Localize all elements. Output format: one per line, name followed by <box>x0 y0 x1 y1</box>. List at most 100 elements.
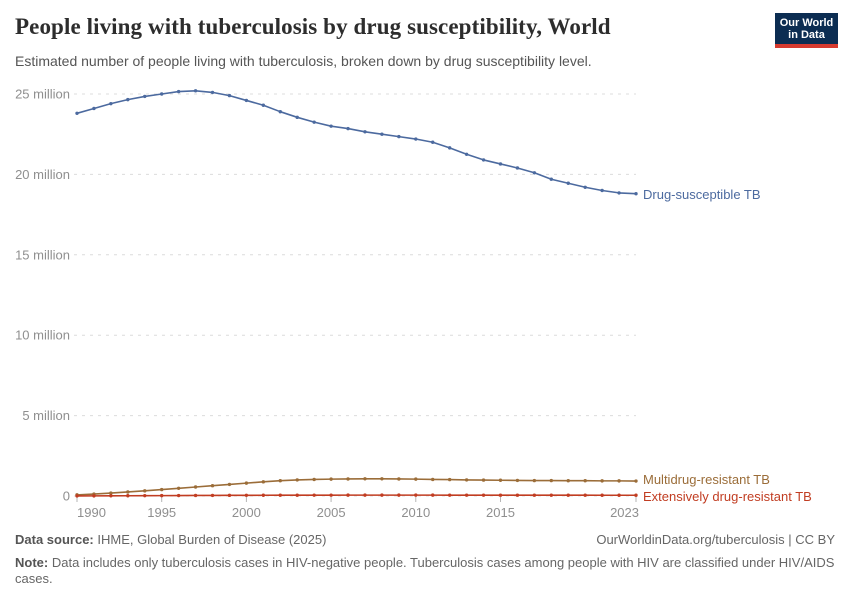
note-label: Note: <box>15 555 49 570</box>
line-chart-canvas: 0 5 million 10 million 15 million 20 million… <box>15 87 639 521</box>
owid-logo-line2: in Data <box>788 29 825 41</box>
data-point <box>600 188 604 193</box>
data-point <box>159 493 164 498</box>
data-point <box>329 124 333 128</box>
data-point <box>92 106 96 111</box>
x-axis-tick-label: 1990 <box>77 505 106 520</box>
data-point <box>532 493 537 497</box>
y-axis-tick-label: 20 million <box>15 167 70 182</box>
data-point <box>312 477 316 482</box>
x-axis-tick-label: 2000 <box>232 505 261 520</box>
data-point <box>295 493 299 497</box>
data-point <box>159 487 164 492</box>
owid-logo-line1: Our World <box>779 17 834 29</box>
series-label-drug-susceptible-tb[interactable]: Drug-susceptible TB <box>643 187 761 202</box>
y-axis-tick-label: 0 <box>63 489 70 504</box>
data-point <box>261 103 266 107</box>
data-point <box>346 493 350 497</box>
data-source-value: IHME, Global Burden of Disease (2025) <box>97 532 327 547</box>
data-point <box>176 89 181 94</box>
data-point <box>278 109 282 114</box>
note-text: Data includes only tuberculosis cases in… <box>15 555 835 586</box>
data-point <box>566 493 570 497</box>
data-point <box>447 146 452 150</box>
data-point <box>126 490 130 494</box>
x-axis-tick-label: 1995 <box>147 505 176 520</box>
x-axis-tick-label: 2023 <box>610 505 639 520</box>
y-axis-tick-label: 5 million <box>22 408 70 423</box>
data-point <box>566 181 570 185</box>
data-point <box>126 494 130 498</box>
data-point <box>617 191 621 195</box>
owid-logo[interactable]: Our World in Data <box>775 13 838 48</box>
data-point <box>329 493 333 497</box>
data-point <box>498 493 503 497</box>
data-point <box>109 494 113 498</box>
data-point <box>278 479 282 483</box>
data-point <box>109 101 113 106</box>
data-point <box>583 493 587 497</box>
series-label-multidrug-resistant-tb[interactable]: Multidrug-resistant TB <box>643 472 770 487</box>
data-point <box>92 494 96 498</box>
data-point <box>414 493 418 497</box>
data-point <box>515 478 520 483</box>
series-line <box>76 89 637 195</box>
data-point <box>312 120 316 124</box>
data-point <box>261 493 266 497</box>
data-point <box>143 489 147 493</box>
series-line <box>76 477 637 496</box>
data-point <box>126 97 130 102</box>
data-point <box>600 479 604 483</box>
data-point <box>464 478 469 482</box>
data-point <box>75 111 79 115</box>
data-point <box>397 477 401 481</box>
data-point <box>363 130 367 134</box>
data-point <box>583 185 587 189</box>
data-point <box>498 478 503 482</box>
data-point <box>346 477 350 481</box>
data-point <box>380 132 384 136</box>
data-point <box>227 482 232 487</box>
data-point <box>295 478 299 482</box>
data-point <box>261 480 266 484</box>
y-axis-tick-label: 15 million <box>15 247 70 262</box>
data-point <box>176 486 181 490</box>
data-point <box>193 89 198 93</box>
data-source: Data source: IHME, Global Burden of Dise… <box>15 532 326 547</box>
data-point <box>278 493 282 497</box>
data-point <box>634 191 638 196</box>
data-point <box>634 493 638 497</box>
data-point <box>481 493 486 497</box>
data-point <box>295 115 299 120</box>
data-point <box>312 493 316 497</box>
data-point <box>549 478 554 483</box>
y-axis-tick-label: 10 million <box>15 328 70 343</box>
data-point <box>447 477 452 482</box>
data-point <box>532 171 537 175</box>
data-point <box>566 479 570 483</box>
data-point <box>397 134 401 139</box>
y-axis-tick-label: 25 million <box>15 87 70 102</box>
data-point <box>380 477 384 481</box>
attribution-link[interactable]: OurWorldinData.org/tuberculosis | CC BY <box>596 532 835 547</box>
data-point <box>193 485 198 489</box>
data-point <box>634 479 638 483</box>
data-point <box>75 494 79 498</box>
footer-note: Note: Data includes only tuberculosis ca… <box>15 555 837 586</box>
data-point <box>143 94 147 99</box>
data-point <box>143 493 147 498</box>
data-point <box>397 493 401 497</box>
footer-source-row: Data source: IHME, Global Burden of Dise… <box>15 532 835 547</box>
data-point <box>363 493 367 497</box>
data-point <box>193 493 198 498</box>
data-point <box>515 493 520 497</box>
data-point <box>600 493 604 497</box>
page-subtitle: Estimated number of people living with t… <box>15 53 592 69</box>
data-point <box>227 93 232 98</box>
data-point <box>549 493 554 497</box>
data-point <box>464 152 469 156</box>
data-point <box>532 478 537 483</box>
data-point <box>109 491 113 495</box>
series-label-extensively-drug-resistant-tb[interactable]: Extensively drug-resistant TB <box>643 489 812 504</box>
